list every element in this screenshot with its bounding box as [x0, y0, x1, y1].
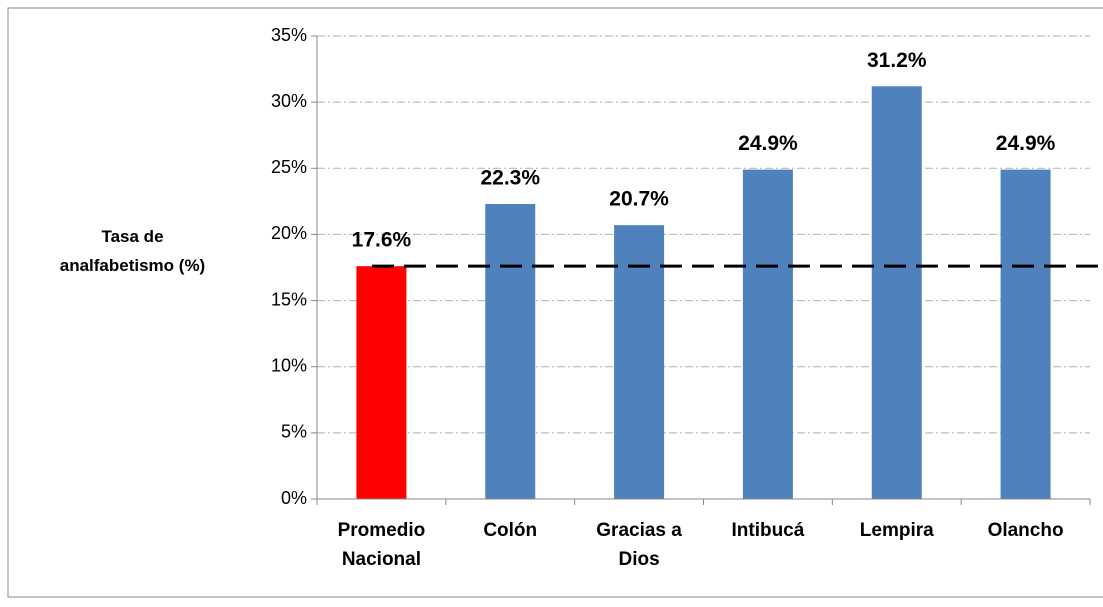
value-label: 31.2% — [867, 49, 927, 72]
bar — [356, 266, 407, 499]
value-label: 17.6% — [352, 229, 412, 252]
bar — [742, 169, 793, 499]
value-label: 22.3% — [480, 167, 540, 190]
x-tick-label: Olancho — [987, 520, 1064, 541]
y-axis-title: Tasa de analfabetismo (%) — [59, 227, 206, 275]
bar — [485, 204, 536, 499]
bar — [614, 225, 665, 499]
y-tick-label: 30% — [271, 91, 307, 111]
y-tick-label: 20% — [271, 223, 307, 243]
x-tick-label: Lempira — [859, 520, 934, 541]
y-tick-label: 35% — [271, 25, 307, 45]
x-tick-label: Intibucá — [731, 520, 805, 541]
chart-border — [7, 7, 1103, 598]
y-tick-label: 0% — [281, 488, 307, 508]
value-label: 24.9% — [738, 132, 798, 155]
y-tick-label: 15% — [271, 289, 307, 309]
x-tick-label: Colón — [483, 520, 538, 541]
y-tick-label: 5% — [281, 422, 307, 442]
y-tick-label: 10% — [271, 355, 307, 375]
y-tick-label: 25% — [271, 157, 307, 177]
value-label: 20.7% — [609, 188, 669, 211]
x-tick-label: Gracias a Dios — [596, 520, 682, 570]
bar — [1000, 169, 1051, 499]
bar — [871, 86, 922, 500]
x-tick-label: Promedio Nacional — [337, 520, 426, 570]
value-label: 24.9% — [996, 132, 1056, 155]
